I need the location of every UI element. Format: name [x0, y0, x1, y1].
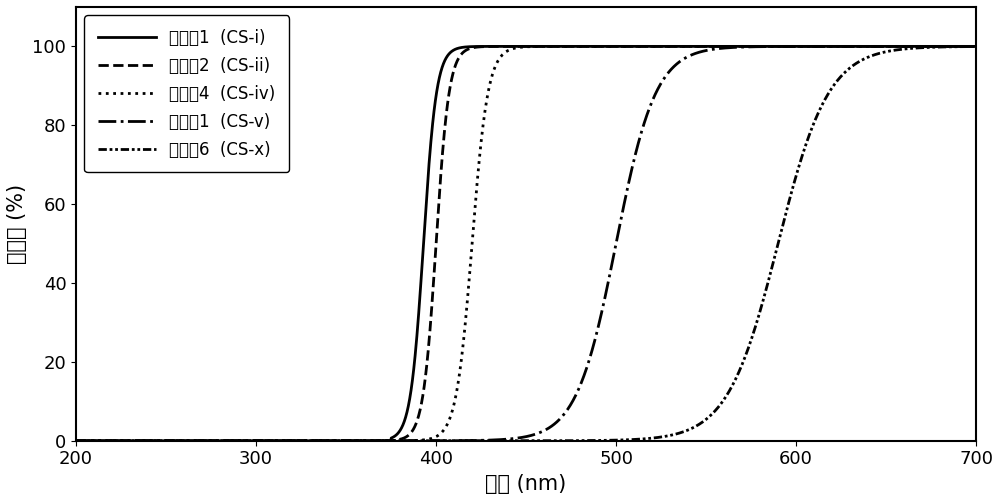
- 实施例2  (CS-ii): [116, 438, 128, 444]
- 实施例2  (CS-ii): [668, 44, 680, 50]
- 实施例4  (CS-iv): [779, 44, 791, 50]
- 实施例4  (CS-iv): [70, 438, 82, 444]
- 实施例1  (CS-i): [779, 44, 791, 50]
- 比较例6  (CS-x): [116, 438, 128, 444]
- 实施例4  (CS-iv): [757, 44, 769, 50]
- Legend: 实施例1  (CS-i), 实施例2  (CS-ii), 实施例4  (CS-iv), 比较例1  (CS-v), 比较例6  (CS-x): 实施例1 (CS-i), 实施例2 (CS-ii), 实施例4 (CS-iv),…: [84, 15, 289, 172]
- 实施例2  (CS-ii): [970, 44, 982, 50]
- Line: 实施例2  (CS-ii): 实施例2 (CS-ii): [76, 47, 976, 441]
- 实施例2  (CS-ii): [508, 44, 520, 50]
- 比较例1  (CS-v): [484, 437, 496, 443]
- 比较例1  (CS-v): [779, 44, 791, 50]
- 比较例1  (CS-v): [70, 438, 82, 444]
- 实施例2  (CS-ii): [70, 438, 82, 444]
- Line: 实施例1  (CS-i): 实施例1 (CS-i): [76, 47, 976, 441]
- 实施例4  (CS-iv): [944, 44, 956, 50]
- 实施例1  (CS-i): [508, 44, 520, 50]
- 比较例6  (CS-x): [943, 44, 955, 50]
- 实施例1  (CS-i): [970, 44, 982, 50]
- 实施例1  (CS-i): [944, 44, 956, 50]
- Line: 比较例6  (CS-x): 比较例6 (CS-x): [76, 47, 976, 441]
- 实施例2  (CS-ii): [779, 44, 791, 50]
- Line: 比较例1  (CS-v): 比较例1 (CS-v): [76, 47, 976, 441]
- 实施例1  (CS-i): [484, 44, 496, 50]
- 比较例1  (CS-v): [508, 435, 520, 441]
- Y-axis label: 透射率 (%): 透射率 (%): [7, 184, 27, 264]
- 实施例2  (CS-ii): [944, 44, 956, 50]
- 比较例6  (CS-x): [508, 438, 520, 444]
- 比较例6  (CS-x): [779, 215, 791, 221]
- 实施例1  (CS-i): [656, 44, 668, 50]
- 比较例6  (CS-x): [970, 44, 982, 50]
- 实施例2  (CS-ii): [484, 44, 496, 50]
- 比较例1  (CS-v): [116, 438, 128, 444]
- 比较例1  (CS-v): [970, 44, 982, 50]
- 实施例2  (CS-ii): [944, 44, 956, 50]
- 实施例4  (CS-iv): [508, 46, 520, 52]
- 比较例6  (CS-x): [70, 438, 82, 444]
- 实施例4  (CS-iv): [970, 44, 982, 50]
- 比较例6  (CS-x): [944, 44, 956, 50]
- 比较例1  (CS-v): [943, 44, 955, 50]
- 实施例4  (CS-iv): [944, 44, 956, 50]
- 实施例4  (CS-iv): [484, 81, 496, 87]
- X-axis label: 波长 (nm): 波长 (nm): [485, 474, 567, 494]
- Line: 实施例4  (CS-iv): 实施例4 (CS-iv): [76, 47, 976, 441]
- 实施例4  (CS-iv): [116, 438, 128, 444]
- 比较例6  (CS-x): [484, 438, 496, 444]
- 实施例1  (CS-i): [944, 44, 956, 50]
- 实施例1  (CS-i): [70, 438, 82, 444]
- 实施例1  (CS-i): [116, 438, 128, 444]
- 比较例1  (CS-v): [944, 44, 956, 50]
